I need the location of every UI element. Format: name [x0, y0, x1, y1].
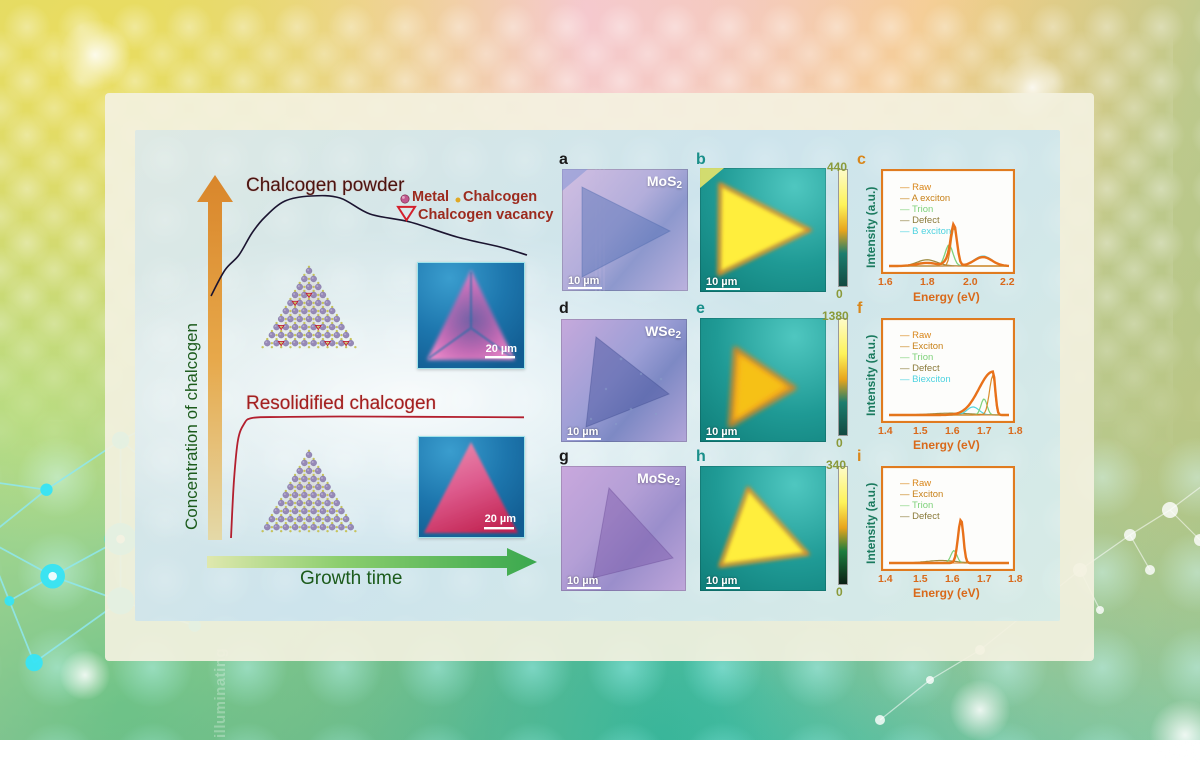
svg-text:20 µm: 20 µm — [485, 513, 517, 525]
svg-text:20 µm: 20 µm — [486, 343, 518, 355]
